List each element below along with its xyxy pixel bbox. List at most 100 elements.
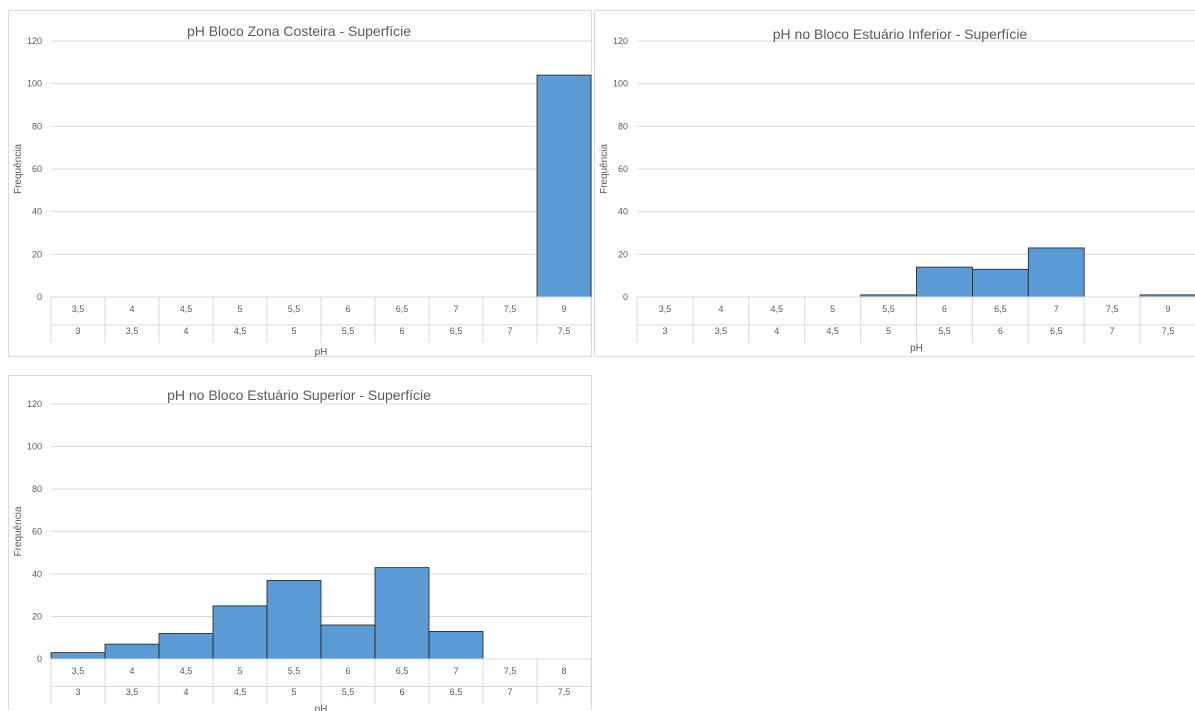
bar — [320, 624, 376, 660]
bar — [158, 633, 214, 660]
x-category-label-upper: 3,5 — [72, 666, 85, 676]
x-category-label-upper: 7 — [453, 666, 458, 676]
chart-title: pH no Bloco Estuário Superior - Superfíc… — [167, 387, 431, 403]
x-category-label-upper: 5,5 — [882, 304, 895, 314]
x-category-label-upper: 6,5 — [994, 304, 1007, 314]
x-category-label-lower: 4,5 — [234, 687, 247, 697]
y-tick-label: 100 — [27, 442, 42, 452]
x-category-label-lower: 3,5 — [715, 326, 728, 336]
x-category-label-upper: 3,5 — [659, 304, 672, 314]
chart-svg: 0 20 40 60 80 100 120 3,5 4 4,5 5 5,5 6 6,5 7 7,5 8 3 3,5 4… — [13, 387, 592, 711]
x-category-label-upper: 4 — [129, 666, 134, 676]
y-tick-label: 40 — [32, 569, 42, 579]
x-category-label-upper: 7 — [1054, 304, 1059, 314]
y-tick-label: 20 — [618, 249, 628, 259]
bar — [428, 630, 484, 660]
x-category-label-lower: 4,5 — [826, 326, 839, 336]
y-tick-label: 80 — [32, 484, 42, 494]
x-category-label-lower: 6 — [399, 687, 404, 697]
x-category-label-upper: 4,5 — [180, 666, 193, 676]
x-category-label-upper: 6 — [345, 304, 350, 314]
y-tick-label: 100 — [27, 79, 42, 89]
x-category-label-upper: 9 — [1166, 304, 1171, 314]
x-category-label-lower: 4,5 — [234, 326, 247, 336]
x-axis-label: pH — [315, 347, 328, 358]
bar — [50, 652, 106, 660]
x-category-label-lower: 7,5 — [558, 326, 571, 336]
x-category-label-lower: 3,5 — [126, 326, 139, 336]
y-tick-label: 40 — [32, 207, 42, 217]
y-tick-label: 60 — [32, 164, 42, 174]
y-tick-label: 40 — [618, 207, 628, 217]
x-category-label-lower: 6,5 — [450, 687, 463, 697]
y-axis-label: Frequência — [13, 506, 24, 556]
chart-title: pH Bloco Zona Costeira - Superfície — [187, 23, 411, 39]
x-category-label-lower: 5 — [291, 326, 296, 336]
histogram-estuario-inferior: 0 20 40 60 80 100 120 3,5 4 4,5 5 5,5 6 6,5 7 7,5 9 3 3,5 4… — [594, 10, 1195, 357]
x-category-label-upper: 7,5 — [504, 666, 517, 676]
y-axis-label: Frequência — [13, 144, 24, 194]
x-category-label-lower: 3 — [662, 326, 667, 336]
x-category-label-lower: 5,5 — [342, 687, 355, 697]
x-category-label-lower: 5 — [291, 687, 296, 697]
x-category-label-lower: 7 — [1110, 326, 1115, 336]
x-category-label-lower: 6 — [399, 326, 404, 336]
x-category-label-lower: 4 — [774, 326, 779, 336]
x-category-label-upper: 5,5 — [288, 304, 301, 314]
x-category-label-lower: 6,5 — [450, 326, 463, 336]
x-category-label-lower: 3 — [75, 687, 80, 697]
y-tick-label: 20 — [32, 612, 42, 622]
y-tick-label: 80 — [618, 121, 628, 131]
x-category-label-upper: 6,5 — [396, 304, 409, 314]
bar — [374, 567, 430, 660]
x-category-label-upper: 5,5 — [288, 666, 301, 676]
x-category-label-upper: 9 — [561, 304, 566, 314]
x-category-label-lower: 7,5 — [1162, 326, 1175, 336]
x-category-label-upper: 6 — [345, 666, 350, 676]
x-category-label-lower: 5,5 — [938, 326, 951, 336]
x-category-label-upper: 8 — [561, 666, 566, 676]
bar — [916, 266, 973, 298]
x-category-label-upper: 7 — [453, 304, 458, 314]
y-tick-label: 100 — [613, 79, 628, 89]
x-category-label-lower: 6,5 — [1050, 326, 1063, 336]
y-tick-label: 120 — [27, 399, 42, 409]
x-category-label-lower: 3 — [75, 326, 80, 336]
y-tick-label: 80 — [32, 121, 42, 131]
y-tick-label: 0 — [623, 292, 628, 302]
x-category-label-lower: 7,5 — [558, 687, 571, 697]
histogram-estuario-superior: 0 20 40 60 80 100 120 3,5 4 4,5 5 5,5 6 6,5 7 7,5 8 3 3,5 4… — [8, 375, 592, 711]
bar — [104, 643, 160, 660]
x-category-label-upper: 4,5 — [770, 304, 783, 314]
x-category-label-lower: 6 — [998, 326, 1003, 336]
x-category-label-lower: 4 — [183, 326, 188, 336]
x-category-label-upper: 4,5 — [180, 304, 193, 314]
x-category-label-upper: 6,5 — [396, 666, 409, 676]
x-category-label-upper: 5 — [830, 304, 835, 314]
y-tick-label: 60 — [618, 164, 628, 174]
x-category-label-upper: 5 — [237, 304, 242, 314]
chart-svg: 0 20 40 60 80 100 120 3,5 4 4,5 5 5,5 6 6,5 7 7,5 9 3 3,5 4… — [13, 23, 592, 358]
x-category-label-lower: 5 — [886, 326, 891, 336]
y-tick-label: 20 — [32, 249, 42, 259]
x-axis-label: pH — [315, 704, 328, 711]
x-category-label-upper: 6 — [942, 304, 947, 314]
bar — [536, 74, 592, 298]
x-category-label-upper: 3,5 — [72, 304, 85, 314]
x-category-label-lower: 5,5 — [342, 326, 355, 336]
x-category-label-lower: 7 — [507, 687, 512, 697]
x-category-label-lower: 3,5 — [126, 687, 139, 697]
x-category-label-upper: 7,5 — [1106, 304, 1119, 314]
x-category-label-upper: 7,5 — [504, 304, 517, 314]
y-axis-label: Frequência — [599, 144, 610, 194]
y-tick-label: 120 — [613, 36, 628, 46]
x-axis-label: pH — [910, 343, 923, 354]
y-tick-label: 0 — [37, 292, 42, 302]
bar — [266, 579, 322, 660]
x-category-label-lower: 7 — [507, 326, 512, 336]
histogram-zona-costeira: 0 20 40 60 80 100 120 3,5 4 4,5 5 5,5 6 6,5 7 7,5 9 3 3,5 4… — [8, 10, 592, 358]
x-category-label-upper: 4 — [718, 304, 723, 314]
chart-svg: 0 20 40 60 80 100 120 3,5 4 4,5 5 5,5 6 6,5 7 7,5 9 3 3,5 4… — [599, 26, 1195, 354]
y-tick-label: 0 — [37, 654, 42, 664]
y-tick-label: 60 — [32, 527, 42, 537]
